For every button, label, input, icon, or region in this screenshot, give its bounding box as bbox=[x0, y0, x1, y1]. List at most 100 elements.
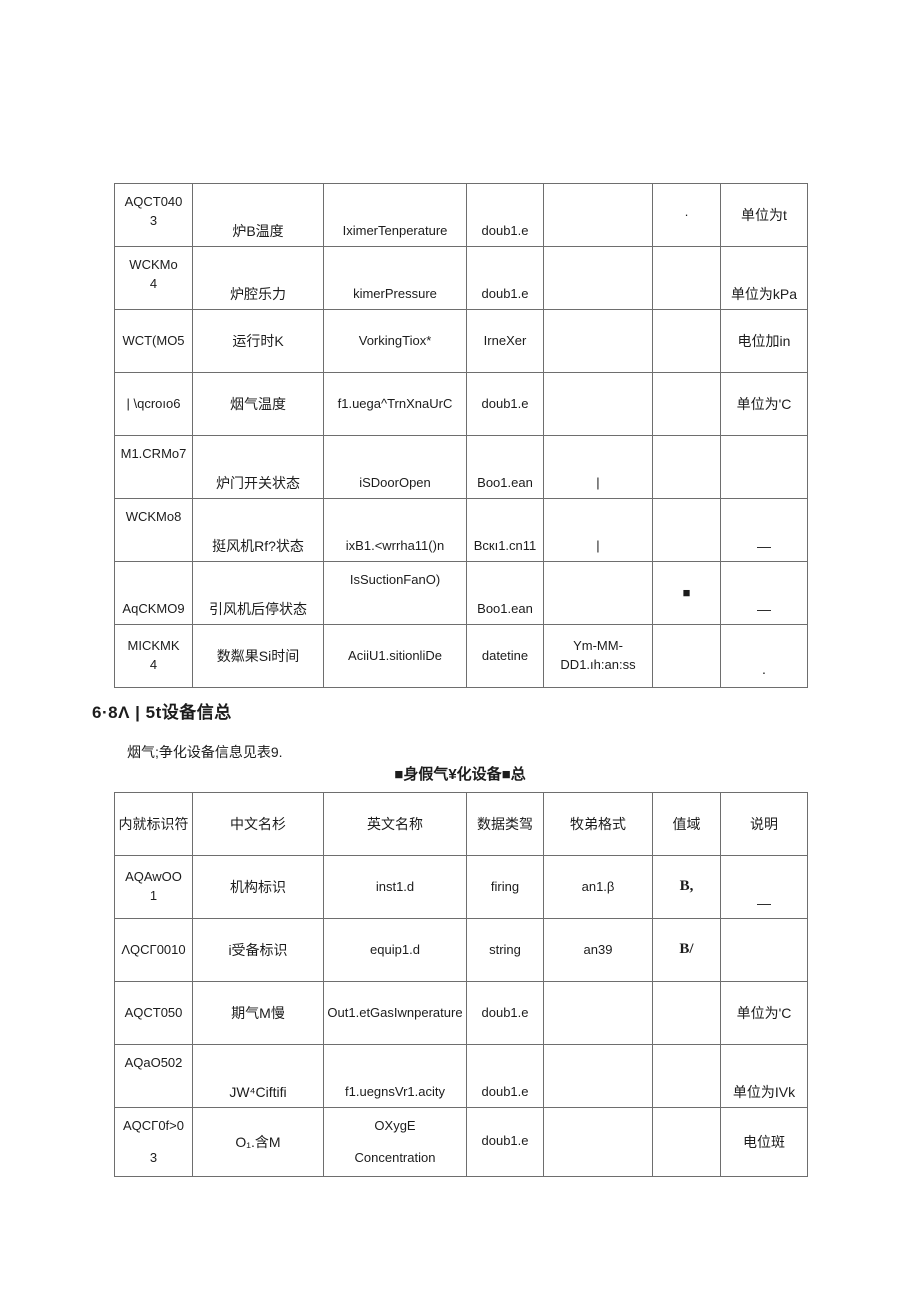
table-cell: 牧弟格式 bbox=[543, 792, 653, 856]
table-cell: 内就标识符 bbox=[114, 792, 193, 856]
cell-text-line bbox=[547, 272, 649, 285]
table-cell: inst1.d bbox=[323, 855, 467, 919]
cell-text-line bbox=[656, 461, 717, 474]
cell-text-line: 机构标识 bbox=[230, 878, 286, 895]
cell-text-line: 4 bbox=[149, 657, 158, 672]
cell-text-line: an1.β bbox=[581, 878, 615, 894]
cell-text-line: WCT(MO5 bbox=[122, 332, 185, 348]
cell-text-line: AQaO502 bbox=[124, 1055, 183, 1070]
table-cell: IrneXer bbox=[466, 309, 544, 373]
cell-text-line: 牧弟格式 bbox=[570, 815, 626, 832]
table-cell: doub1.e bbox=[466, 246, 544, 310]
cell-text-line: 数据类驾 bbox=[477, 815, 533, 832]
table-cell: an1.β bbox=[543, 855, 653, 919]
cell-text-line: 说明 bbox=[750, 815, 778, 832]
cell-text-line: 挺风机Rf?状态 bbox=[212, 537, 304, 554]
cell-text-line: — bbox=[757, 600, 771, 617]
table-cell: ΛQCΓ0010 bbox=[114, 918, 193, 982]
table-cell bbox=[652, 498, 721, 562]
table-cell: 炉腔乐力 bbox=[192, 246, 324, 310]
table-cell: 期气M慢 bbox=[192, 981, 324, 1045]
cell-text-line: | \qcroıo6 bbox=[126, 395, 181, 411]
table-cell: iSDoorOpen bbox=[323, 435, 467, 499]
cell-text-line: doub1.e bbox=[481, 286, 529, 302]
table-cell bbox=[652, 246, 721, 310]
table-cell: O₁.含M bbox=[192, 1107, 324, 1177]
cell-text-line bbox=[547, 209, 649, 222]
cell-text-line: 中文名杉 bbox=[230, 815, 286, 832]
table-cell: f1.uegnsVr1.acity bbox=[323, 1044, 467, 1108]
table-cell bbox=[652, 435, 721, 499]
table-cell: firing bbox=[466, 855, 544, 919]
cell-text-line: 3 bbox=[149, 1149, 158, 1165]
cell-text-line: WCKMo8 bbox=[125, 509, 182, 524]
cell-text-line bbox=[724, 460, 804, 474]
section-heading: 6·8Λ | 5t设备信总 bbox=[92, 703, 232, 722]
cell-text-line: | bbox=[596, 538, 600, 554]
table-cell: WCT(MO5 bbox=[114, 309, 193, 373]
table-row: AQCΓ0f>0 3 O₁.含M OXygE Concentration doub1.e 电… bbox=[114, 1107, 808, 1177]
table-cell: doub1.e bbox=[466, 372, 544, 436]
cell-text-line: 电位斑 bbox=[743, 1133, 785, 1150]
table-cell: MICKMK 4 bbox=[114, 624, 193, 688]
cell-text-line bbox=[547, 335, 649, 348]
cell-text-line bbox=[656, 650, 717, 663]
table-cell: AQCT040 3 bbox=[114, 183, 193, 247]
table-row: | \qcroıo6 烟气温度 f1.uega^TrnXnaUrC doub1.e 单位… bbox=[114, 372, 808, 436]
cell-text-line: inst1.d bbox=[375, 878, 415, 894]
cell-text-line: firing bbox=[490, 878, 520, 894]
cell-text-line: datetine bbox=[481, 647, 529, 663]
table-cell: Ym-MM- DD1.ıh:an:ss bbox=[543, 624, 653, 688]
cell-text-line: 英文名称 bbox=[367, 815, 423, 832]
cell-text-line: iSDoorOpen bbox=[359, 475, 431, 491]
table-cell: Out1.etGasIwnperature bbox=[323, 981, 467, 1045]
cell-text-line: f1.uegnsVr1.acity bbox=[345, 1084, 445, 1100]
table-cell: | bbox=[543, 498, 653, 562]
cell-text-line: AQCT040 bbox=[124, 194, 183, 209]
section-paragraph: 烟气;争化设备信息见表9. bbox=[127, 744, 283, 760]
cell-text-line: B, bbox=[679, 878, 694, 895]
cell-text-line: AciiU1.sitionliDe bbox=[348, 647, 442, 663]
cell-text-line bbox=[656, 335, 717, 348]
cell-text-line: doub1.e bbox=[481, 1133, 529, 1149]
table-cell: 炉B温度 bbox=[192, 183, 324, 247]
table-cell: doub1.e bbox=[466, 981, 544, 1045]
table-cell: 电位斑 bbox=[720, 1107, 808, 1177]
table-cell: — bbox=[720, 498, 808, 562]
cell-text-line: O₁.含M bbox=[235, 1133, 281, 1150]
cell-text-line: 3 bbox=[149, 212, 158, 228]
cell-text-line: Ym-MM- bbox=[573, 638, 623, 654]
cell-text-line: ΛQCΓ0010 bbox=[121, 941, 186, 957]
cell-text-line: string bbox=[489, 941, 521, 957]
table-cell: f1.uega^TrnXnaUrC bbox=[323, 372, 467, 436]
table-cell: AQaO502 bbox=[114, 1044, 193, 1108]
cell-text-line: 运行时K bbox=[232, 332, 284, 349]
table-cell: · bbox=[720, 624, 808, 688]
cell-text-line: 内就标识符 bbox=[118, 815, 189, 832]
table-row: M1.CRMo7 炉门开关状态 iSDoorOpen Boo1.ean | bbox=[114, 435, 808, 499]
table-header-row: 内就标识符 中文名杉 英文名称 数据类驾 牧弟格式 值域 说明 bbox=[114, 792, 808, 856]
cell-text-line: Out1.etGasIwnperature bbox=[327, 1004, 463, 1020]
table-cell: 单位为IVk bbox=[720, 1044, 808, 1108]
table-cell: 单位为'C bbox=[720, 372, 808, 436]
table-cell bbox=[720, 435, 808, 499]
table-cell: JW⁴Ciftifi bbox=[192, 1044, 324, 1108]
table-cell: equip1.d bbox=[323, 918, 467, 982]
cell-text-line: 期气M慢 bbox=[231, 1004, 285, 1021]
table-cell: ixB1.<wrrha11()n bbox=[323, 498, 467, 562]
table-cell bbox=[543, 561, 653, 625]
table-cell bbox=[652, 309, 721, 373]
cell-text-line: Boo1.ean bbox=[477, 475, 533, 491]
cell-text-line bbox=[547, 1070, 649, 1083]
cell-text-line: an39 bbox=[583, 941, 613, 957]
table-cell: 炉门开关状态 bbox=[192, 435, 324, 499]
cell-text-line: · bbox=[684, 206, 689, 222]
cell-text-line bbox=[547, 1007, 649, 1020]
cell-text-line bbox=[656, 524, 717, 537]
table-cell bbox=[652, 1107, 721, 1177]
cell-text-line: B/ bbox=[679, 941, 694, 958]
cell-text-line: IsSuctionFanO) bbox=[349, 572, 441, 587]
table-caption: ■身假气¥化设备■总 bbox=[394, 766, 526, 783]
table-cell: datetine bbox=[466, 624, 544, 688]
cell-text-line: 4 bbox=[149, 275, 158, 291]
